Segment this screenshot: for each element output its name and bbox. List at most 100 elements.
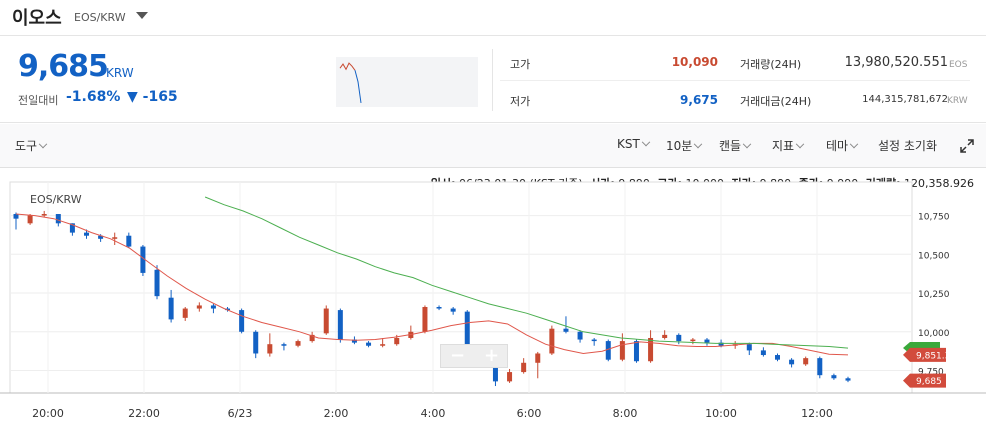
- candle-body: [845, 378, 851, 381]
- candle-body: [126, 235, 132, 247]
- coin-select-dropdown-icon[interactable]: [136, 12, 148, 19]
- x-tick-label: 10:00: [705, 407, 737, 420]
- candle-body: [521, 362, 527, 373]
- volume-unit: EOS: [949, 60, 968, 70]
- x-tick-label: 2:00: [324, 407, 349, 420]
- candle-body: [41, 214, 47, 216]
- y-tick-label: 10,500: [918, 251, 950, 261]
- compare-label: 전일대비: [18, 94, 59, 107]
- candle-body: [55, 214, 61, 224]
- candle-body: [746, 344, 752, 351]
- chart-type-label: 캔들: [719, 139, 742, 153]
- candle-body: [619, 341, 625, 360]
- candle-body: [690, 339, 696, 342]
- candle-body: [577, 331, 583, 340]
- price-badge: [903, 347, 946, 362]
- theme-menu[interactable]: 테마: [826, 137, 859, 154]
- chart-type-menu[interactable]: 캔들: [719, 137, 752, 154]
- change-rate: -1.68%: [66, 89, 121, 105]
- candle-body: [366, 342, 372, 346]
- chevron-down-icon: [641, 137, 651, 147]
- price-badge: [903, 373, 946, 388]
- chevron-down-icon: [38, 139, 48, 149]
- candle-body: [210, 305, 216, 309]
- candle-body: [591, 339, 597, 342]
- candle-body: [337, 310, 343, 340]
- candle-body: [168, 297, 174, 320]
- y-tick-label: 10,750: [918, 213, 950, 223]
- mini-price-chart: [336, 57, 478, 107]
- candle-body: [281, 344, 287, 346]
- y-tick-label: 10,250: [918, 290, 950, 300]
- zoom-out-button[interactable]: −: [449, 345, 466, 366]
- amount-label: 거래대금(24H): [740, 95, 812, 108]
- x-tick-label: 4:00: [421, 407, 446, 420]
- candle-body: [267, 344, 273, 354]
- candle-body: [380, 344, 386, 346]
- moving-average-short-line: [15, 213, 849, 356]
- chevron-down-icon: [795, 139, 805, 149]
- x-tick-label: 20:00: [32, 407, 64, 420]
- candle-body: [817, 358, 823, 376]
- divider: [492, 49, 493, 111]
- tools-label: 도구: [15, 139, 38, 153]
- x-tick-label: 6/23: [228, 407, 253, 420]
- candle-body: [225, 308, 231, 311]
- candle-body: [535, 353, 541, 363]
- candle-body: [394, 337, 400, 345]
- change-amount: ▼ -165: [127, 89, 178, 105]
- volume-value: 13,980,520.551: [844, 55, 948, 70]
- candle-body: [98, 235, 104, 239]
- low-label: 저가: [510, 95, 531, 108]
- volume-label: 거래량(24H): [740, 58, 802, 71]
- coin-name: 이오스: [12, 8, 62, 29]
- zoom-in-button[interactable]: +: [483, 345, 500, 366]
- candle-body: [789, 359, 795, 365]
- candle-body: [648, 337, 654, 362]
- candle-body: [718, 342, 724, 346]
- y-tick-label: 10,000: [918, 329, 950, 339]
- theme-label: 테마: [826, 139, 849, 153]
- timezone-menu[interactable]: KST: [617, 137, 651, 151]
- mini-chart-line-down: [354, 70, 362, 103]
- candle-body: [84, 232, 90, 236]
- chart-title: EOS/KRW: [30, 193, 82, 206]
- candle-body: [323, 308, 329, 334]
- candle-body: [27, 215, 33, 224]
- x-tick-label: 22:00: [128, 407, 160, 420]
- interval-menu[interactable]: 10분: [666, 137, 703, 154]
- coin-pair: EOS/KRW: [74, 11, 126, 24]
- candlestick-chart[interactable]: 10,750 10,500 10,250 10,000 9,750 20:00 22:00 6…: [0, 168, 986, 429]
- candle-body: [760, 350, 766, 356]
- chevron-down-icon: [849, 139, 859, 149]
- candle-body: [605, 341, 611, 360]
- y-tick-label: 9,750: [918, 368, 944, 378]
- candle-body: [563, 328, 569, 332]
- expand-icon[interactable]: [960, 139, 974, 153]
- timezone-label: KST: [617, 137, 640, 151]
- candle-body: [633, 341, 639, 362]
- chevron-down-icon: [694, 139, 703, 149]
- candle-body: [182, 308, 188, 318]
- x-tick-label: 8:00: [613, 407, 638, 420]
- candle-body: [774, 355, 780, 360]
- indicator-label: 지표: [772, 139, 795, 153]
- high-value: 10,090: [671, 55, 718, 69]
- candle-body: [351, 339, 357, 343]
- price-badge-label: 9,685: [916, 377, 942, 387]
- candle-body: [140, 246, 146, 273]
- candle-body: [69, 223, 75, 233]
- reset-settings-button[interactable]: 설정 초기화: [878, 139, 938, 153]
- tools-menu[interactable]: 도구: [15, 137, 48, 154]
- candle-body: [13, 214, 19, 219]
- candle-body: [662, 334, 668, 338]
- candle-body: [295, 341, 301, 346]
- moving-average-long-line: [204, 196, 849, 349]
- coin-header: 이오스 EOS/KRW: [0, 0, 986, 36]
- low-value: 9,675: [680, 93, 718, 107]
- candle-body: [704, 339, 710, 343]
- mini-chart-line-up: [339, 62, 356, 71]
- candle-body: [803, 358, 809, 365]
- indicator-menu[interactable]: 지표: [772, 137, 805, 154]
- chart-toolbar: 도구 KST 10분 캔들 지표 테마 설정 초기화: [0, 124, 986, 168]
